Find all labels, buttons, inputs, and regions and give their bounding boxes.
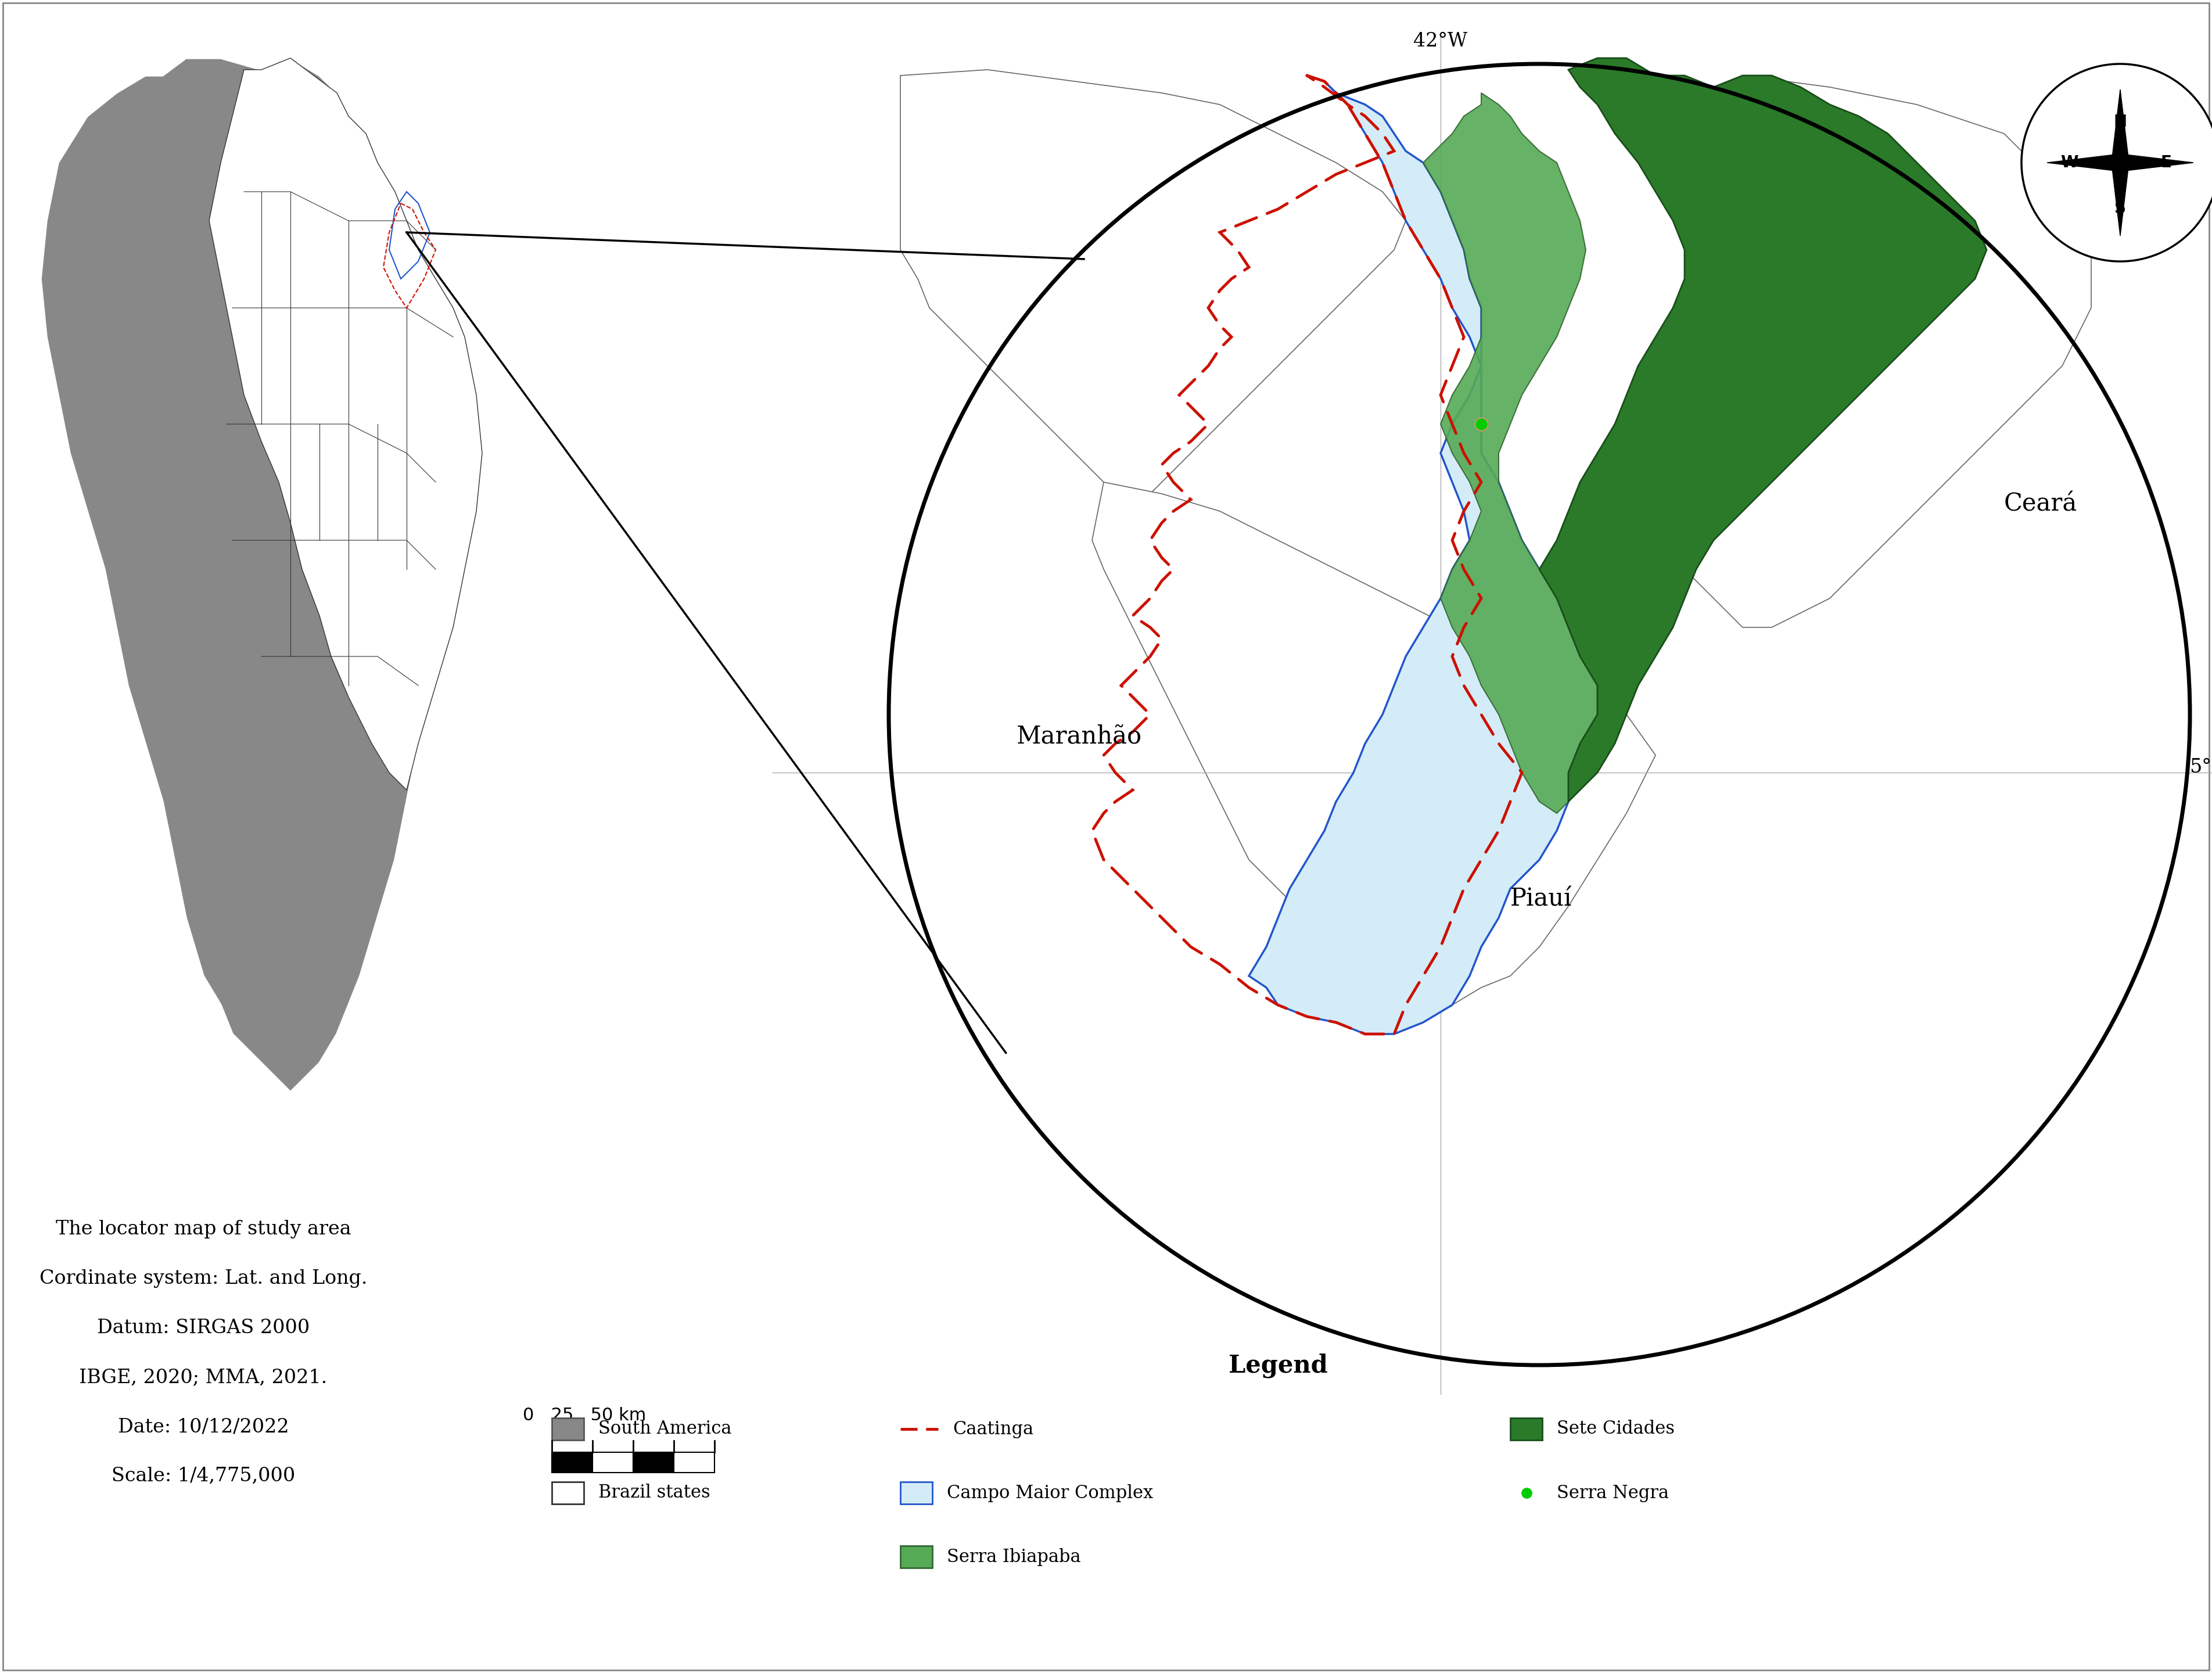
Text: 5°S: 5°S — [2190, 758, 2212, 776]
Text: Legend: Legend — [1228, 1353, 1327, 1379]
Bar — [593, 1452, 633, 1472]
Text: Caatinga: Caatinga — [953, 1420, 1033, 1439]
Text: S: S — [2115, 201, 2126, 217]
Text: IBGE, 2020; MMA, 2021.: IBGE, 2020; MMA, 2021. — [80, 1369, 327, 1387]
Bar — [675, 1452, 714, 1472]
Text: E: E — [2161, 154, 2172, 171]
Text: Piauí: Piauí — [1511, 887, 1573, 912]
Circle shape — [889, 64, 2190, 1365]
Polygon shape — [2046, 154, 2121, 171]
Text: Serra Negra: Serra Negra — [1557, 1484, 1668, 1502]
Polygon shape — [2112, 89, 2128, 162]
Text: 0   25   50 km: 0 25 50 km — [522, 1407, 646, 1424]
Bar — [551, 1482, 584, 1504]
Text: South America: South America — [597, 1420, 732, 1439]
Text: 42°W: 42°W — [1413, 32, 1469, 50]
Bar — [900, 1482, 931, 1504]
Polygon shape — [1540, 59, 1986, 801]
Polygon shape — [1422, 94, 1597, 813]
Bar — [551, 1417, 584, 1440]
Text: Datum: SIRGAS 2000: Datum: SIRGAS 2000 — [97, 1318, 310, 1337]
Polygon shape — [1093, 482, 1655, 1005]
Text: The locator map of study area: The locator map of study area — [55, 1220, 352, 1238]
Polygon shape — [40, 59, 482, 1092]
Text: Serra Ibiapaba: Serra Ibiapaba — [947, 1548, 1082, 1566]
Bar — [551, 1452, 593, 1472]
Text: Sete Cidades: Sete Cidades — [1557, 1420, 1674, 1439]
Bar — [900, 1546, 931, 1568]
Polygon shape — [2112, 162, 2128, 236]
Text: Date: 10/12/2022: Date: 10/12/2022 — [117, 1417, 290, 1435]
Polygon shape — [210, 59, 482, 790]
Text: Campo Maior Complex: Campo Maior Complex — [947, 1484, 1152, 1502]
Text: Brazil states: Brazil states — [597, 1484, 710, 1502]
Text: W: W — [2059, 154, 2077, 171]
Text: Maranhão: Maranhão — [1018, 724, 1141, 750]
Text: Cordinate system: Lat. and Long.: Cordinate system: Lat. and Long. — [40, 1270, 367, 1288]
Text: Ceará: Ceará — [2004, 492, 2077, 517]
Polygon shape — [900, 70, 1407, 512]
Polygon shape — [2121, 154, 2194, 171]
Bar — [633, 1452, 675, 1472]
Bar — [1511, 1417, 1542, 1440]
Text: N: N — [2112, 114, 2128, 130]
Text: Scale: 1/4,775,000: Scale: 1/4,775,000 — [111, 1467, 294, 1486]
Polygon shape — [1250, 82, 1597, 1034]
Circle shape — [2022, 64, 2212, 261]
Polygon shape — [1672, 75, 2090, 627]
